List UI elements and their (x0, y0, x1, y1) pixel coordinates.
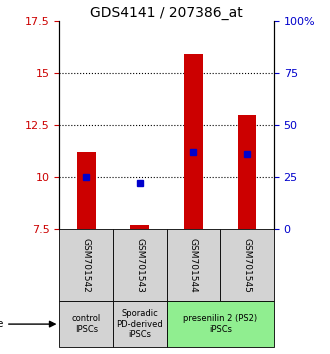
Bar (238, 115, 256, 229)
Bar (59, 229, 113, 301)
Title: GDS4141 / 207386_at: GDS4141 / 207386_at (90, 6, 243, 20)
Bar (167, 301, 274, 347)
Text: Sporadic
PD-derived
iPSCs: Sporadic PD-derived iPSCs (116, 309, 163, 339)
Text: GSM701543: GSM701543 (135, 238, 144, 292)
Bar (77, 152, 96, 229)
Bar (167, 229, 220, 301)
Bar (184, 55, 203, 229)
Text: presenilin 2 (PS2)
iPSCs: presenilin 2 (PS2) iPSCs (183, 314, 257, 334)
Bar (113, 301, 167, 347)
Bar (220, 229, 274, 301)
Text: GSM701542: GSM701542 (82, 238, 91, 292)
Text: cell line: cell line (0, 319, 55, 329)
Text: GSM701544: GSM701544 (189, 238, 198, 292)
Bar (130, 225, 149, 229)
Bar (113, 229, 167, 301)
Text: GSM701545: GSM701545 (243, 238, 251, 292)
Text: control
IPSCs: control IPSCs (72, 314, 101, 334)
Bar (59, 301, 113, 347)
